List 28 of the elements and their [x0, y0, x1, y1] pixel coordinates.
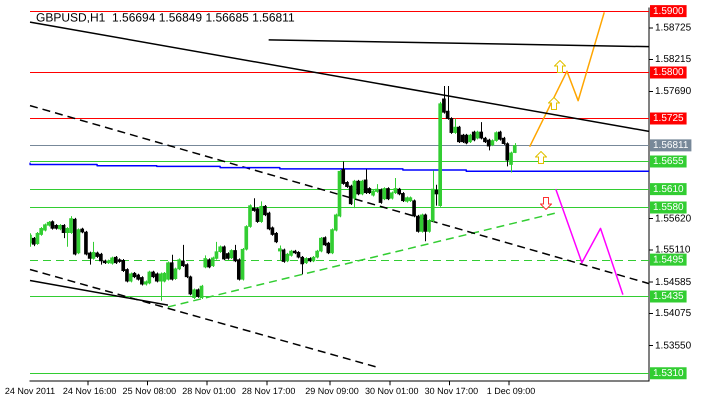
x-tick-label: 30 Nov 17:00	[424, 386, 478, 396]
x-tick-label: 30 Nov 01:00	[364, 386, 418, 396]
x-tick-label: 24 Nov 16:00	[62, 386, 116, 396]
x-tick-label: 24 Nov 2011	[4, 386, 56, 396]
y-tick-label: 1.57690	[655, 86, 692, 98]
y-tick-label: 1.55110	[655, 244, 691, 256]
y-tick-label: 1.58725	[655, 22, 692, 34]
ref-line-label: 1.5800	[653, 67, 684, 78]
y-tick-label: 1.55620	[655, 213, 692, 224]
chart-title: GBPUSD,H1 1.56694 1.56849 1.56685 1.56811	[36, 10, 295, 24]
ref-line-label: 1.56811	[653, 140, 689, 152]
x-tick-label: 28 Nov 01:00	[182, 386, 236, 396]
y-tick-label: 1.54075	[655, 308, 692, 320]
ref-line-label: 1.5495	[653, 254, 684, 266]
ref-line-label: 1.5610	[653, 184, 684, 195]
ref-line-label: 1.5725	[653, 113, 684, 124]
x-tick-label: 1 Dec 09:00	[486, 386, 536, 396]
y-tick-label: 1.53550	[655, 340, 692, 352]
y-tick-label: 1.58215	[655, 54, 692, 66]
x-tick-label: 29 Nov 09:00	[305, 386, 359, 396]
x-tick-label: 28 Nov 17:00	[242, 386, 296, 396]
y-tick-label: 1.54585	[655, 276, 692, 288]
ref-line-label: 1.5310	[653, 368, 684, 379]
x-tick-label: 25 Nov 08:00	[122, 386, 176, 396]
ref-line-label: 1.5435	[653, 291, 684, 302]
ref-line-label: 1.5580	[653, 202, 684, 214]
ref-line-label: 1.5900	[653, 6, 684, 17]
ref-line-label: 1.5655	[653, 156, 684, 168]
